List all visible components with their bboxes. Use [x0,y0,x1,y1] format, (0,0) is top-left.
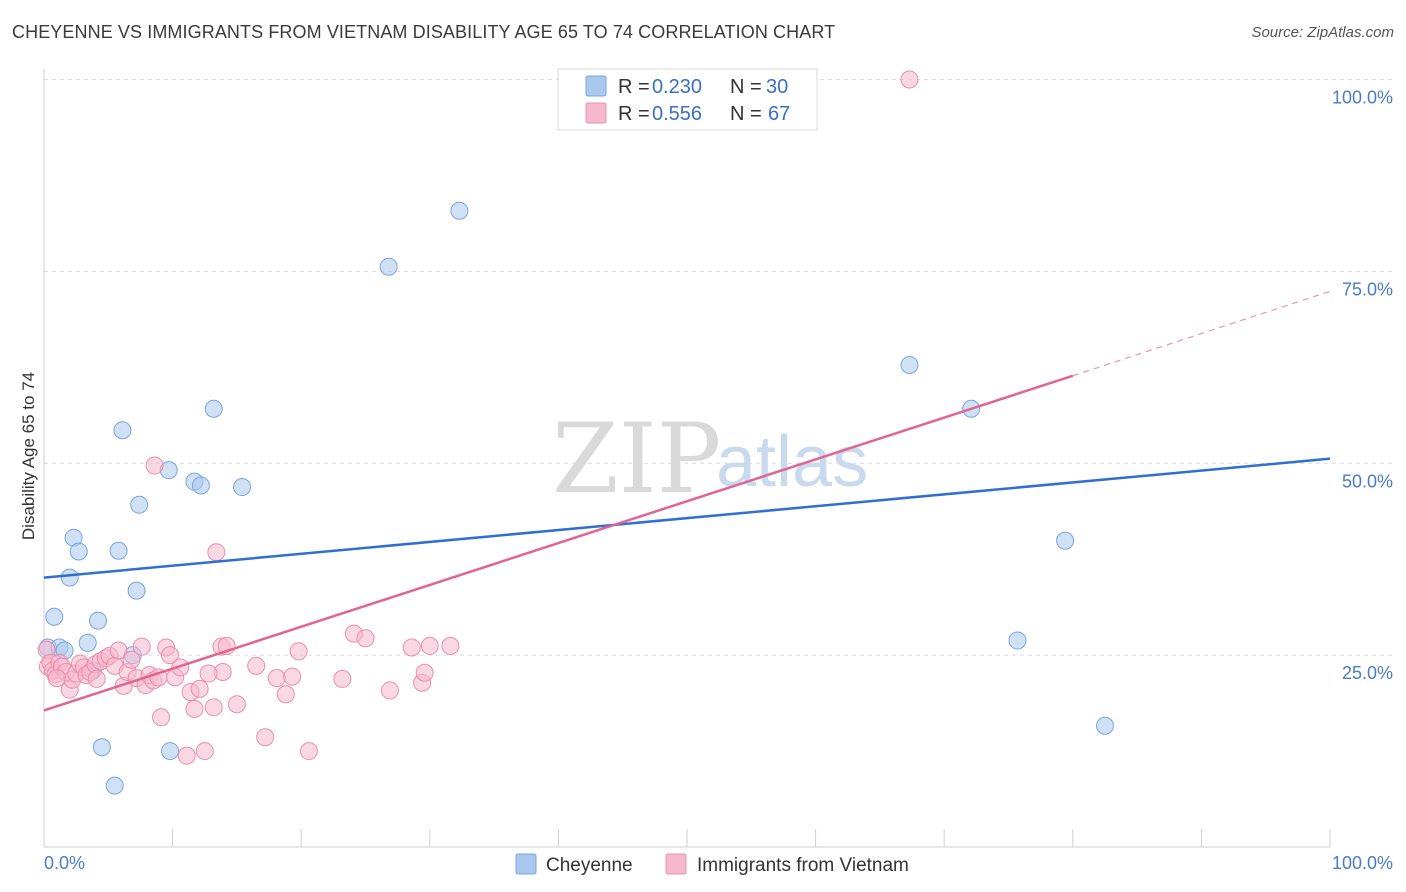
point-cheyenne [1095,716,1114,735]
y-tick-label: 100.0% [1332,88,1393,108]
point-vietnam [247,656,266,675]
point-vietnam [87,669,106,688]
x-tick-label-right: 100.0% [1332,853,1393,873]
legend-top-n-label: N = [730,76,762,98]
legend-bottom: Cheyenne Immigrants from Vietnam [515,853,909,876]
point-cheyenne [113,421,132,440]
x-tick-label-left: 0.0% [44,853,85,873]
point-cheyenne [1056,531,1075,550]
data-points [37,70,1114,795]
legend-top-swatch-cheyenne [585,75,607,97]
point-cheyenne [45,607,64,626]
legend-bottom-swatch-vietnam [665,853,687,875]
legend-top-r-label: R = [618,76,650,98]
y-tick-labels: 25.0% 50.0% 75.0% 100.0% [1332,88,1393,684]
point-cheyenne [69,542,88,561]
point-vietnam [900,70,919,89]
point-vietnam [47,669,66,688]
point-vietnam [132,637,151,656]
y-tick-label: 75.0% [1342,279,1393,299]
grid-lines [44,79,1393,656]
point-vietnam [199,664,218,683]
point-cheyenne [127,581,146,600]
point-vietnam [420,636,439,655]
point-cheyenne [191,476,210,495]
legend-top-n-label: N = [730,103,762,125]
source-label: Source: ZipAtlas.com [1251,24,1394,41]
point-vietnam [185,699,204,718]
legend-top-swatch-vietnam [585,102,607,124]
point-cheyenne [78,633,97,652]
point-vietnam [145,456,164,475]
legend-top-r-value: 0.230 [652,76,702,98]
point-cheyenne [204,399,223,418]
chart-title: CHEYENNE VS IMMIGRANTS FROM VIETNAM DISA… [12,22,836,42]
y-tick-label: 25.0% [1342,663,1393,683]
watermark: ZIP atlas [552,403,868,515]
trend-line-vietnam-extension [1072,290,1331,377]
point-cheyenne [109,541,128,560]
legend-top-n-value: 67 [768,103,790,125]
legend-top-n-value: 30 [766,76,788,98]
point-vietnam [356,629,375,648]
point-vietnam [190,679,209,698]
point-vietnam [161,646,180,665]
point-cheyenne [130,495,149,514]
point-vietnam [207,543,226,562]
y-tick-label: 50.0% [1342,471,1393,491]
watermark-zip: ZIP [552,403,721,515]
axes [43,69,1331,848]
point-vietnam [299,742,318,761]
point-cheyenne [1008,631,1027,650]
point-vietnam [195,742,214,761]
point-vietnam [415,663,434,682]
legend-top-r-value: 0.556 [652,103,702,125]
point-vietnam [152,708,171,727]
point-cheyenne [105,776,124,795]
point-vietnam [171,658,190,677]
point-vietnam [402,638,421,657]
point-vietnam [122,650,141,669]
point-vietnam [204,698,223,717]
point-cheyenne [450,201,469,220]
y-axis-title: Disability Age 65 to 74 [19,372,38,540]
point-vietnam [227,695,246,714]
watermark-atlas: atlas [716,422,868,502]
point-vietnam [283,667,302,686]
point-cheyenne [60,568,79,587]
trend-line-vietnam [43,374,1074,712]
point-cheyenne [92,738,111,757]
legend-bottom-swatch-cheyenne [515,853,537,875]
point-vietnam [276,685,295,704]
point-vietnam [109,641,128,660]
point-cheyenne [900,356,919,375]
point-vietnam [256,728,275,747]
point-vietnam [267,669,286,688]
trend-line-cheyenne [43,457,1331,579]
point-vietnam [289,642,308,661]
point-vietnam [333,669,352,688]
point-cheyenne [379,257,398,276]
point-cheyenne [233,478,252,497]
point-vietnam [441,636,460,655]
point-cheyenne [161,742,180,761]
legend-top-r-label: R = [618,103,650,125]
trend-lines [43,290,1331,712]
legend-bottom-label-vietnam: Immigrants from Vietnam [697,855,909,876]
point-vietnam [177,746,196,765]
point-cheyenne [89,611,108,630]
point-vietnam [380,681,399,700]
legend-bottom-label-cheyenne: Cheyenne [546,855,633,876]
legend-top: R = 0.230 N = 30 R = 0.556 N = 67 [557,68,818,131]
